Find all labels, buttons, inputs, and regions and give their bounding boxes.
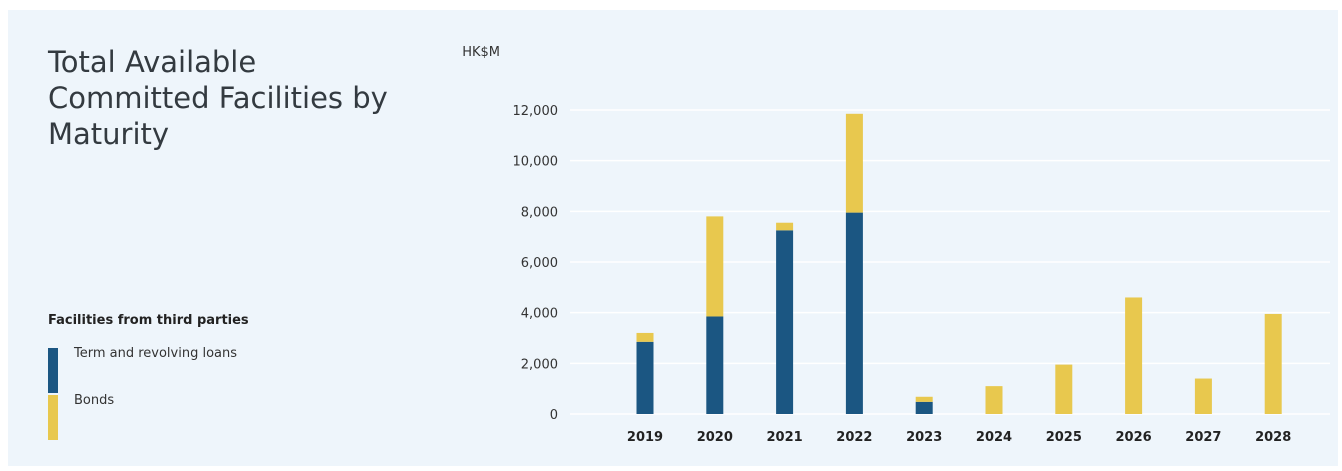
- bar-bonds-2022: [845, 113, 863, 213]
- x-category-label: 2023: [906, 430, 942, 445]
- legend-swatch-bonds: [48, 395, 58, 440]
- y-tick-label: 12,000: [513, 104, 559, 119]
- legend-heading: Facilities from third parties: [48, 313, 249, 328]
- y-tick-label: 2,000: [521, 357, 558, 372]
- chart-panel: Total Available Committed Facilities by …: [8, 10, 1338, 466]
- y-tick-label: 6,000: [521, 256, 558, 271]
- y-tick-labels: 0 2,000 4,000 6,000 8,000 10,000 12,000: [513, 104, 559, 423]
- legend-label-loans: Term and revolving loans: [74, 346, 238, 361]
- x-category-label: 2025: [1046, 430, 1082, 445]
- title-line-3: Maturity: [48, 117, 170, 151]
- bar-bonds-2025: [1055, 364, 1073, 414]
- bar-loans-2019: [636, 341, 654, 414]
- bar-loans-2021: [776, 230, 794, 414]
- legend-swatch-loans: [48, 348, 58, 393]
- x-category-label: 2024: [976, 430, 1012, 445]
- y-unit-label: HK$M: [462, 45, 500, 60]
- x-category-label: 2019: [627, 430, 663, 445]
- y-tick-label: 4,000: [521, 307, 558, 322]
- bar-loans-2023: [915, 401, 933, 414]
- legend-label-bonds: Bonds: [74, 393, 115, 408]
- bar-loans-2022: [845, 212, 863, 414]
- x-category-label: 2020: [697, 430, 733, 445]
- chart-title: Total Available Committed Facilities by …: [48, 44, 408, 152]
- x-category-labels: 2019 2020 2021 2022 2023 2024 2025 2026 2027 2028: [627, 430, 1291, 445]
- bars: [636, 113, 1282, 414]
- x-category-label: 2022: [836, 430, 872, 445]
- bar-chart: HK$M 0 2,000 4,000 6,000 8,000 10,000 12,000 2…: [462, 45, 1330, 445]
- bar-bonds-2028: [1264, 313, 1282, 414]
- bar-bonds-2024: [985, 386, 1003, 414]
- bar-bonds-2020: [706, 216, 724, 317]
- title-line-2: Committed Facilities by: [48, 81, 388, 115]
- x-category-label: 2021: [767, 430, 803, 445]
- gridlines: [570, 109, 1330, 415]
- y-tick-label: 10,000: [513, 155, 559, 170]
- x-category-label: 2026: [1116, 430, 1152, 445]
- x-category-label: 2027: [1185, 430, 1221, 445]
- y-tick-label: 0: [550, 408, 558, 423]
- x-category-label: 2028: [1255, 430, 1291, 445]
- bar-loans-2020: [706, 316, 724, 414]
- bar-bonds-2027: [1194, 378, 1212, 414]
- y-tick-label: 8,000: [521, 205, 558, 220]
- bar-bonds-2021: [776, 222, 794, 231]
- bar-bonds-2019: [636, 332, 654, 342]
- title-line-1: Total Available: [48, 45, 257, 79]
- bar-bonds-2023: [915, 396, 933, 402]
- bar-bonds-2026: [1125, 297, 1143, 414]
